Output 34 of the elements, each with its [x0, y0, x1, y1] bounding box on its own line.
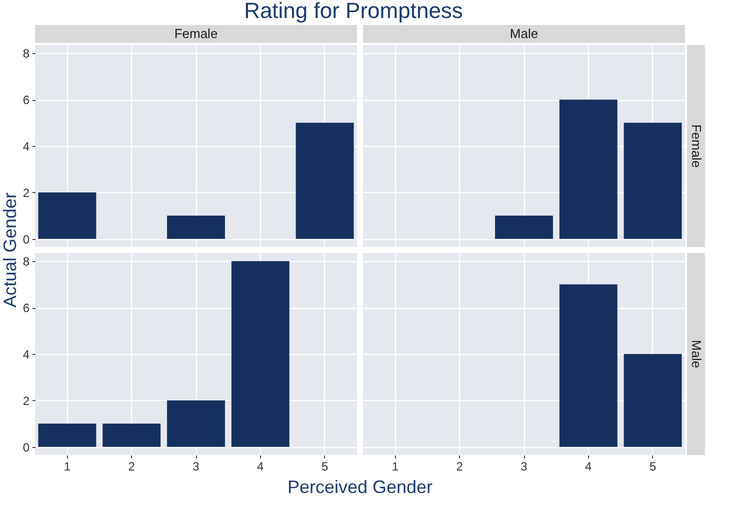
bar	[167, 216, 225, 239]
y-tick-label: 0	[22, 232, 30, 246]
y-tick-label: 4	[22, 140, 30, 154]
y-tick-label: 8	[22, 254, 30, 269]
y2-axis-title: Male	[689, 340, 704, 368]
y-tick-label: 6	[22, 93, 30, 108]
y-tick-label: 0	[22, 440, 30, 454]
x-tick-label: 2	[128, 460, 136, 474]
x-tick-label: 2	[456, 460, 464, 474]
y2-axis-title: Female	[689, 124, 704, 168]
x-tick-label: 3	[192, 460, 200, 474]
y-tick-label: 8	[22, 46, 30, 61]
bar	[296, 122, 354, 239]
y-tick-label: 4	[22, 348, 30, 362]
x-tick-label: 4	[585, 460, 592, 474]
x-tick-label: 4	[257, 460, 264, 474]
bar	[231, 261, 290, 447]
chart-subtitle: Male	[510, 26, 538, 41]
y-tick-label: 2	[22, 186, 30, 200]
y-axis-title: Actual Gender	[0, 192, 20, 308]
bar	[102, 424, 161, 447]
bar	[38, 192, 96, 239]
x-tick-label: 5	[321, 460, 328, 474]
x-axis-title: Perceived Gender	[287, 477, 433, 497]
x-tick-label: 1	[392, 460, 399, 474]
x-tick-label: 3	[520, 460, 528, 474]
y-tick-label: 6	[22, 301, 30, 316]
bar	[167, 400, 225, 447]
x-tick-label: 5	[649, 460, 656, 474]
chart-subtitle: Female	[174, 26, 218, 41]
bar	[38, 424, 96, 447]
y-tick-label: 2	[22, 394, 30, 408]
chart-title: Rating for Promptness	[244, 0, 463, 23]
x-tick-label: 1	[64, 460, 71, 474]
